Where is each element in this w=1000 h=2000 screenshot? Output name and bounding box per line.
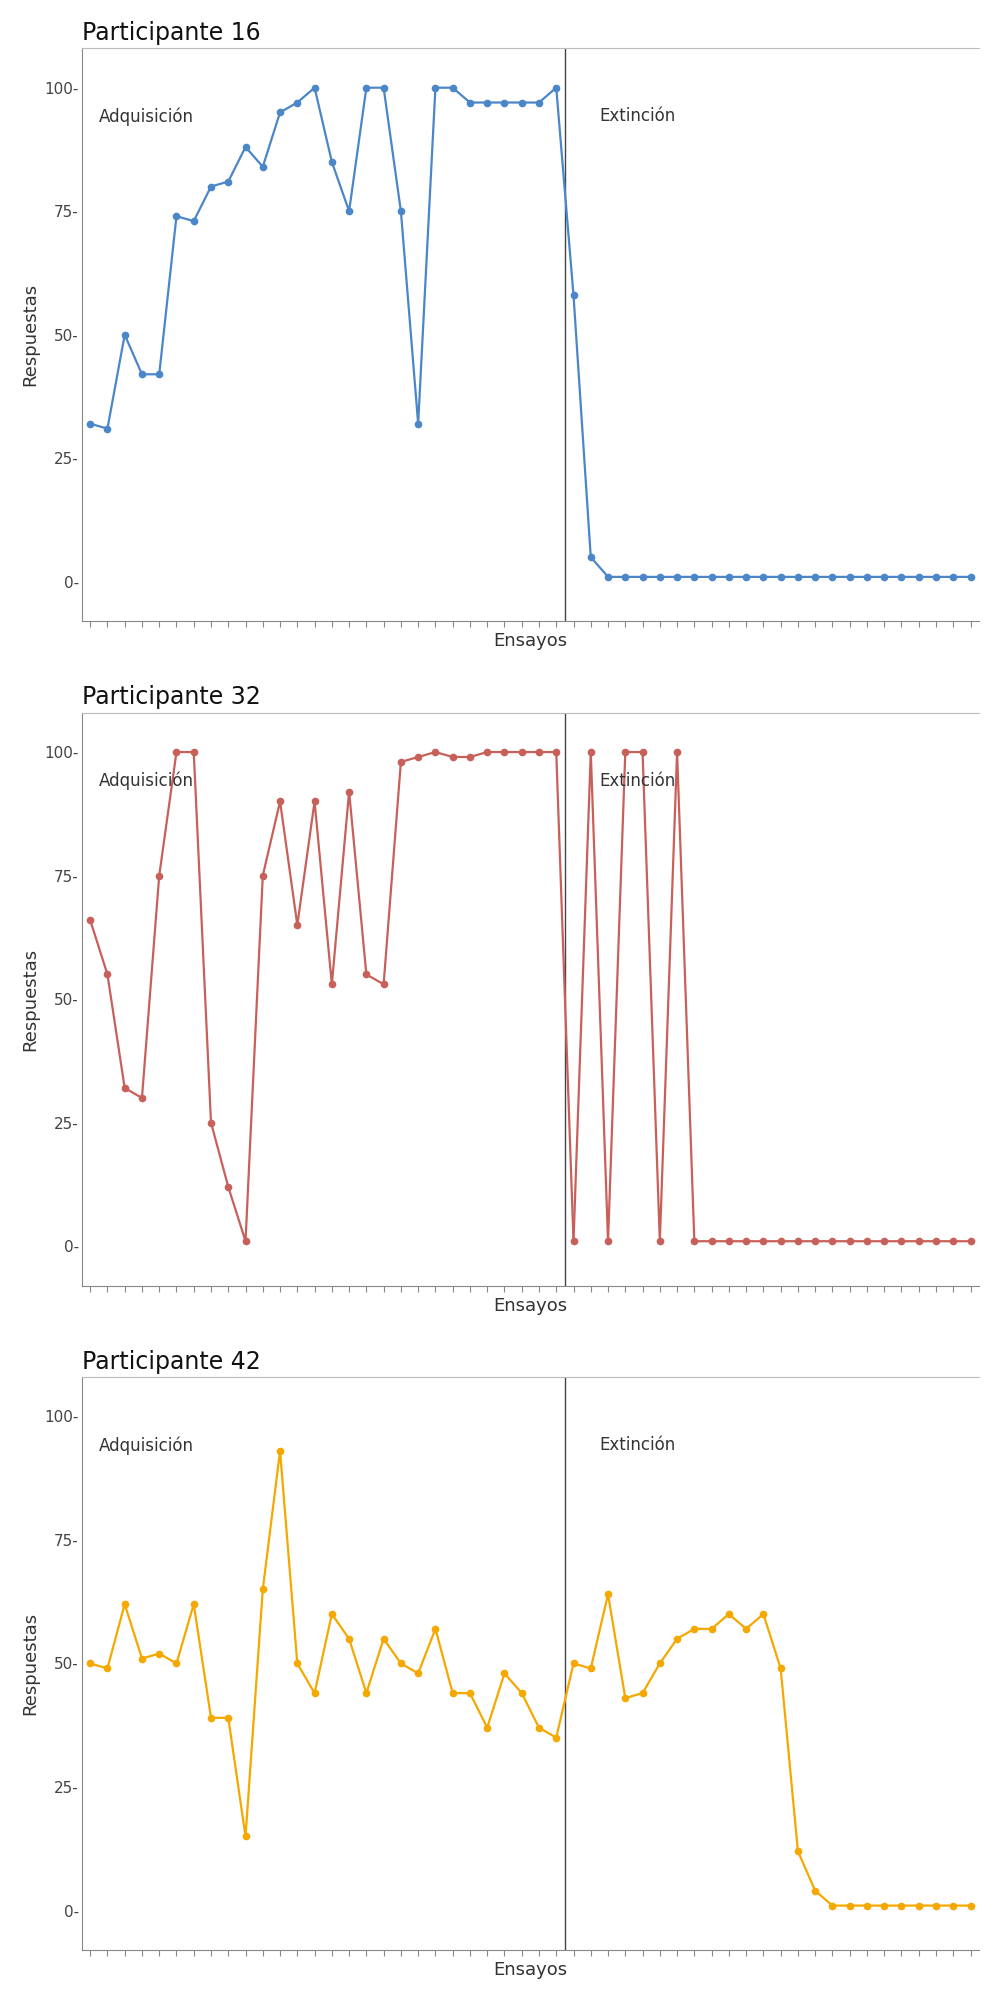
- Text: Participante 42: Participante 42: [82, 1350, 260, 1374]
- X-axis label: Ensayos: Ensayos: [493, 632, 567, 650]
- Text: Extinción: Extinción: [599, 1436, 676, 1454]
- Y-axis label: Respuestas: Respuestas: [21, 1612, 39, 1716]
- X-axis label: Ensayos: Ensayos: [493, 1296, 567, 1314]
- Y-axis label: Respuestas: Respuestas: [21, 284, 39, 386]
- Text: Extinción: Extinción: [599, 108, 676, 126]
- Text: Adquisición: Adquisición: [99, 772, 194, 790]
- X-axis label: Ensayos: Ensayos: [493, 1962, 567, 1980]
- Text: Extinción: Extinción: [599, 772, 676, 790]
- Text: Participante 16: Participante 16: [82, 20, 260, 44]
- Y-axis label: Respuestas: Respuestas: [21, 948, 39, 1050]
- Text: Adquisición: Adquisición: [99, 108, 194, 126]
- Text: Adquisición: Adquisición: [99, 1436, 194, 1454]
- Text: Participante 32: Participante 32: [82, 686, 260, 710]
